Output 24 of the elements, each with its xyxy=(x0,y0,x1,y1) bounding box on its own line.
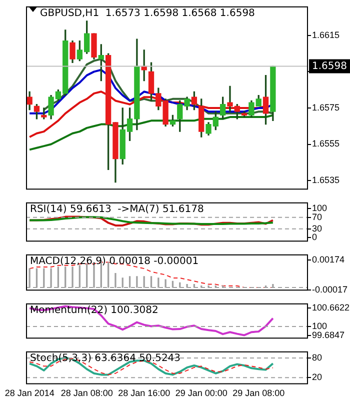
y-tick-label: 1.6615 xyxy=(312,30,340,40)
y-tick-label: 1.6535 xyxy=(312,175,340,186)
y-tick-label: 30 xyxy=(312,223,322,234)
x-tick-label: 28 Jan 2014 xyxy=(4,388,54,398)
x-tick-label: 28 Jan 08:00 xyxy=(60,388,113,398)
y-tick-label: 1.6575 xyxy=(312,102,340,112)
y-tick-label: 70 xyxy=(312,212,322,222)
y-tick-label: 0 xyxy=(312,232,318,242)
chart-title: RSI(14) 59.6613 ->MA(7) 51.6178 xyxy=(30,204,204,215)
y-tick-label: 100 xyxy=(312,203,328,214)
y-tick-label: -0.00017 xyxy=(312,284,348,295)
chart-title: GBPUSD,H1 1.6573 1.6598 1.6568 1.6598 xyxy=(40,8,255,19)
y-tick-label: 0.00174 xyxy=(312,254,345,265)
ref-line-label: 1.6598 xyxy=(312,60,347,72)
y-tick-label: 20 xyxy=(312,372,322,382)
y-tick-label: 99.6847 xyxy=(312,330,345,340)
y-tick-label: 100 xyxy=(312,320,328,331)
x-tick-label: 28 Jan 16:00 xyxy=(118,388,170,398)
y-tick-label: 100.6622 xyxy=(312,302,350,312)
x-tick-label: 29 Jan 08:00 xyxy=(232,388,285,398)
chart-title: MACD(12,26,9) 0.00018 -0.00001 xyxy=(30,256,199,267)
x-tick-label: 29 Jan 00:00 xyxy=(175,388,228,398)
y-tick-label: 80 xyxy=(312,352,322,362)
y-tick-label: 1.6555 xyxy=(312,138,340,149)
